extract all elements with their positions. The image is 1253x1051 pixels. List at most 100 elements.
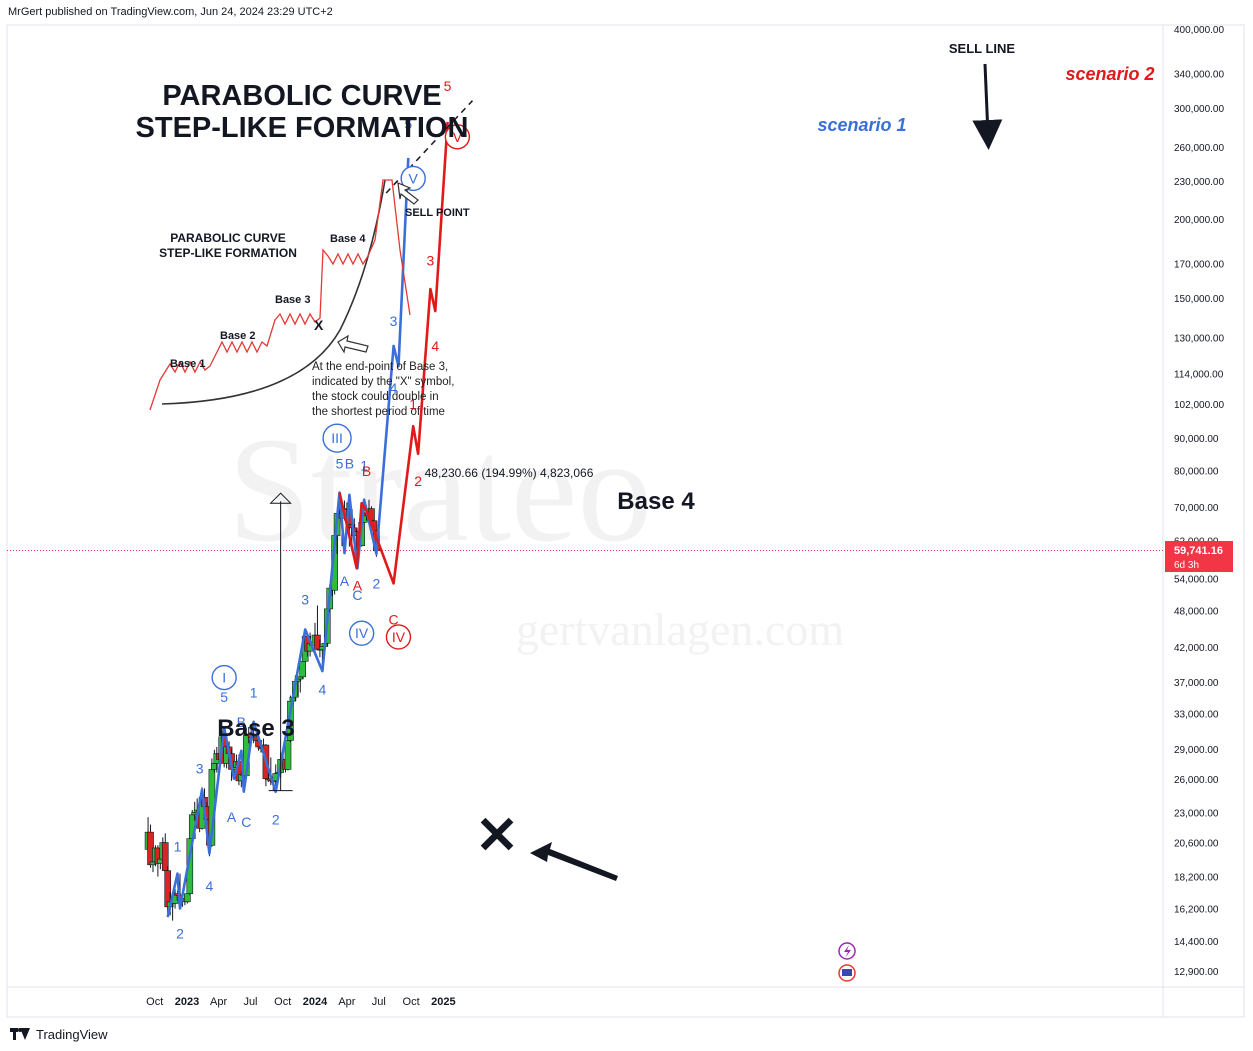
blue-wave-label: 3 (301, 591, 309, 607)
inset-title-line1: PARABOLIC CURVE (162, 80, 441, 112)
sell-line-arrow (972, 63, 1003, 150)
wave-circle-label: I (222, 670, 226, 686)
inset-note-line4: the shortest period of time (312, 406, 445, 418)
blue-wave-label: 4 (390, 380, 398, 396)
blue-wave-label: 1 (250, 685, 258, 701)
blue-wave-label: 4 (318, 681, 326, 697)
blue-wave-label: A (227, 809, 237, 825)
watermark-main: Strateo (228, 407, 653, 573)
blue-wave-label: B (237, 714, 246, 730)
y-tick-label: 42,000.00 (1174, 643, 1219, 654)
red-wave-label: 2 (414, 473, 422, 489)
inset-sell-arrow-icon (397, 182, 419, 205)
event-icons[interactable] (838, 942, 856, 982)
inset-note-line1: At the end-point of Base 3, (312, 361, 448, 373)
blue-wave-label: 5 (336, 456, 344, 472)
x-pointer-arrow-icon (530, 842, 618, 881)
blue-wave-label: C (241, 814, 251, 830)
blue-wave-label: A (340, 573, 350, 589)
inset-title-line2: STEP-LIKE FORMATION (136, 112, 469, 144)
red-wave-label: 3 (426, 252, 434, 268)
y-tick-label: 80,000.00 (1174, 466, 1219, 477)
y-tick-label: 70,000.00 (1174, 503, 1219, 514)
inset-base2: Base 2 (220, 330, 255, 342)
x-tick-label: Oct (403, 996, 420, 1008)
red-circled-wave: IV (385, 624, 412, 650)
wave-circle (385, 624, 412, 650)
x-tick-label: Oct (274, 996, 291, 1008)
blue-circled-wave: IV (348, 620, 375, 646)
y-tick-label: 170,000.00 (1174, 260, 1224, 271)
y-tick-label: 54,000.00 (1174, 574, 1219, 585)
candle (299, 659, 307, 680)
wave-circle-label: IV (355, 625, 369, 641)
scenario2-wave-path (338, 121, 449, 585)
inset-illustration: PARABOLIC CURVE STEP-LIKE FORMATION PARA… (136, 80, 470, 418)
blue-wave-label: 1 (174, 839, 182, 855)
inset-note-line3: the stock could double in (312, 391, 439, 403)
red-wave-label: 4 (431, 338, 439, 354)
y-tick-label: 150,000.00 (1174, 294, 1224, 305)
y-tick-label: 18,200.00 (1174, 873, 1219, 884)
wave-circle (400, 165, 426, 192)
current-price-value: 59,741.16 (1174, 545, 1223, 557)
publish-header: MrGert published on TradingView.com, Jun… (8, 6, 333, 18)
y-tick-label: 29,000.00 (1174, 745, 1219, 756)
inset-small-title-line2: STEP-LIKE FORMATION (159, 246, 297, 260)
blue-wave-label: 5 (220, 689, 228, 705)
x-tick-label: 2025 (431, 996, 455, 1008)
y-tick-label: 114,000.00 (1174, 369, 1224, 380)
y-tick-label: 20,600.00 (1174, 839, 1219, 850)
blue-wave-label: B (345, 456, 354, 472)
y-tick-label: 300,000.00 (1174, 104, 1224, 115)
wave-circle (348, 620, 375, 646)
scenario2-label: scenario 2 (1065, 64, 1154, 84)
red-wave-label: C (388, 611, 398, 627)
base3-label: Base 3 (217, 715, 294, 742)
y-tick-label: 48,000.00 (1174, 607, 1219, 618)
x-tick-label: Apr (210, 996, 227, 1008)
blue-wave-label: 1 (360, 457, 368, 473)
inset-sell-point: SELL POINT (405, 207, 470, 219)
wave-circle-label: V (409, 170, 419, 186)
current-price-countdown: 6d 3h (1174, 560, 1199, 571)
blue-circled-wave: V (400, 165, 426, 192)
wave-paths (166, 100, 474, 918)
blue-circled-wave: III (322, 423, 352, 453)
x-tick-label: Apr (338, 996, 355, 1008)
y-tick-label: 130,000.00 (1174, 333, 1224, 344)
red-wave-label: 5 (444, 78, 452, 94)
axes: 12,900.00 14,400.00 16,200.00 18,200.00 20,6… (7, 25, 1224, 1008)
blue-wave-label: C (352, 587, 362, 603)
footer: TradingView (10, 1024, 108, 1044)
scenario1-label: scenario 1 (817, 115, 906, 135)
inset-base3: Base 3 (275, 294, 310, 306)
blue-wave-label: 4 (206, 878, 214, 894)
blue-wave-label: 5 (404, 116, 412, 132)
x-tick-label: 2024 (303, 996, 328, 1008)
y-tick-label: 37,000.00 (1174, 678, 1219, 689)
wave-circle (211, 664, 237, 691)
wave-circle-label: V (453, 129, 463, 145)
sell-line-label: SELL LINE (949, 41, 1016, 56)
y-tick-label: 400,000.00 (1174, 25, 1224, 36)
inset-x-arrow-icon (337, 334, 369, 354)
y-tick-label: 23,000.00 (1174, 808, 1219, 819)
y-tick-label: 340,000.00 (1174, 70, 1224, 81)
inset-x-mark: X (314, 317, 324, 333)
plot-frame (6, 24, 1245, 1018)
x-tick-label: Oct (146, 996, 163, 1008)
blue-wave-label: 2 (176, 925, 184, 941)
lightning-glyph-icon (844, 945, 851, 958)
wave-circle (322, 423, 352, 453)
y-tick-label: 90,000.00 (1174, 434, 1219, 445)
y-tick-label: 16,200.00 (1174, 905, 1219, 916)
big-x-icon: ✕ (475, 807, 519, 865)
x-tick-label: Jul (372, 996, 386, 1008)
current-price-tag: 59,741.16 6d 3h (1165, 541, 1233, 572)
measure-label: 48,230.66 (194.99%) 4,823,066 (425, 466, 594, 480)
candle-body (299, 660, 307, 678)
y-tick-label: 33,000.00 (1174, 709, 1219, 720)
